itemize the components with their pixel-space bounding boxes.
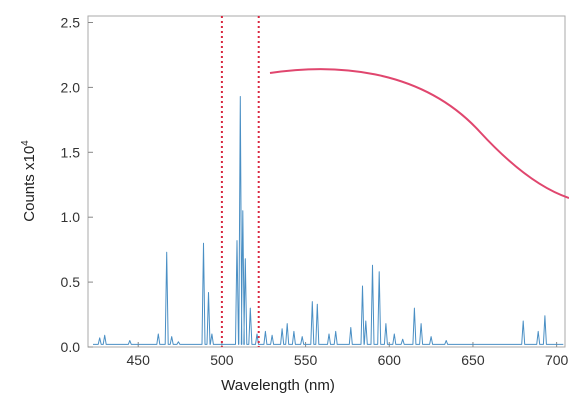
x-tick-label: 500: [210, 352, 234, 368]
y-tick-label: 0.0: [61, 339, 81, 355]
series-line-spectrum: [93, 96, 564, 345]
callout-curve: [269, 68, 569, 199]
y-tick-label: 2.5: [61, 14, 81, 30]
y-axis-label: Counts x104: [20, 140, 38, 222]
y-axis-label-text: Counts x10: [21, 146, 38, 222]
x-axis: 450 500 550 600 650 700: [127, 342, 569, 368]
y-tick-label: 1.5: [61, 144, 81, 160]
x-axis-label: Wavelength (nm): [221, 377, 335, 394]
highlight-region: [220, 16, 260, 347]
plot-area: [87, 15, 566, 348]
x-tick-label: 650: [461, 352, 485, 368]
y-tick-label: 1.0: [61, 209, 81, 225]
plot-frame: [87, 15, 566, 348]
x-tick-label: 700: [545, 352, 569, 368]
y-tick-label: 0.5: [61, 274, 81, 290]
x-tick-label: 450: [127, 352, 151, 368]
y-axis-label-exponent: 4: [20, 140, 31, 146]
x-tick-label: 600: [378, 352, 402, 368]
x-tick-label: 550: [294, 352, 318, 368]
y-axis: 0.0 0.5 1.0 1.5 2.0 2.5: [61, 14, 93, 355]
y-tick-label: 2.0: [61, 79, 81, 95]
